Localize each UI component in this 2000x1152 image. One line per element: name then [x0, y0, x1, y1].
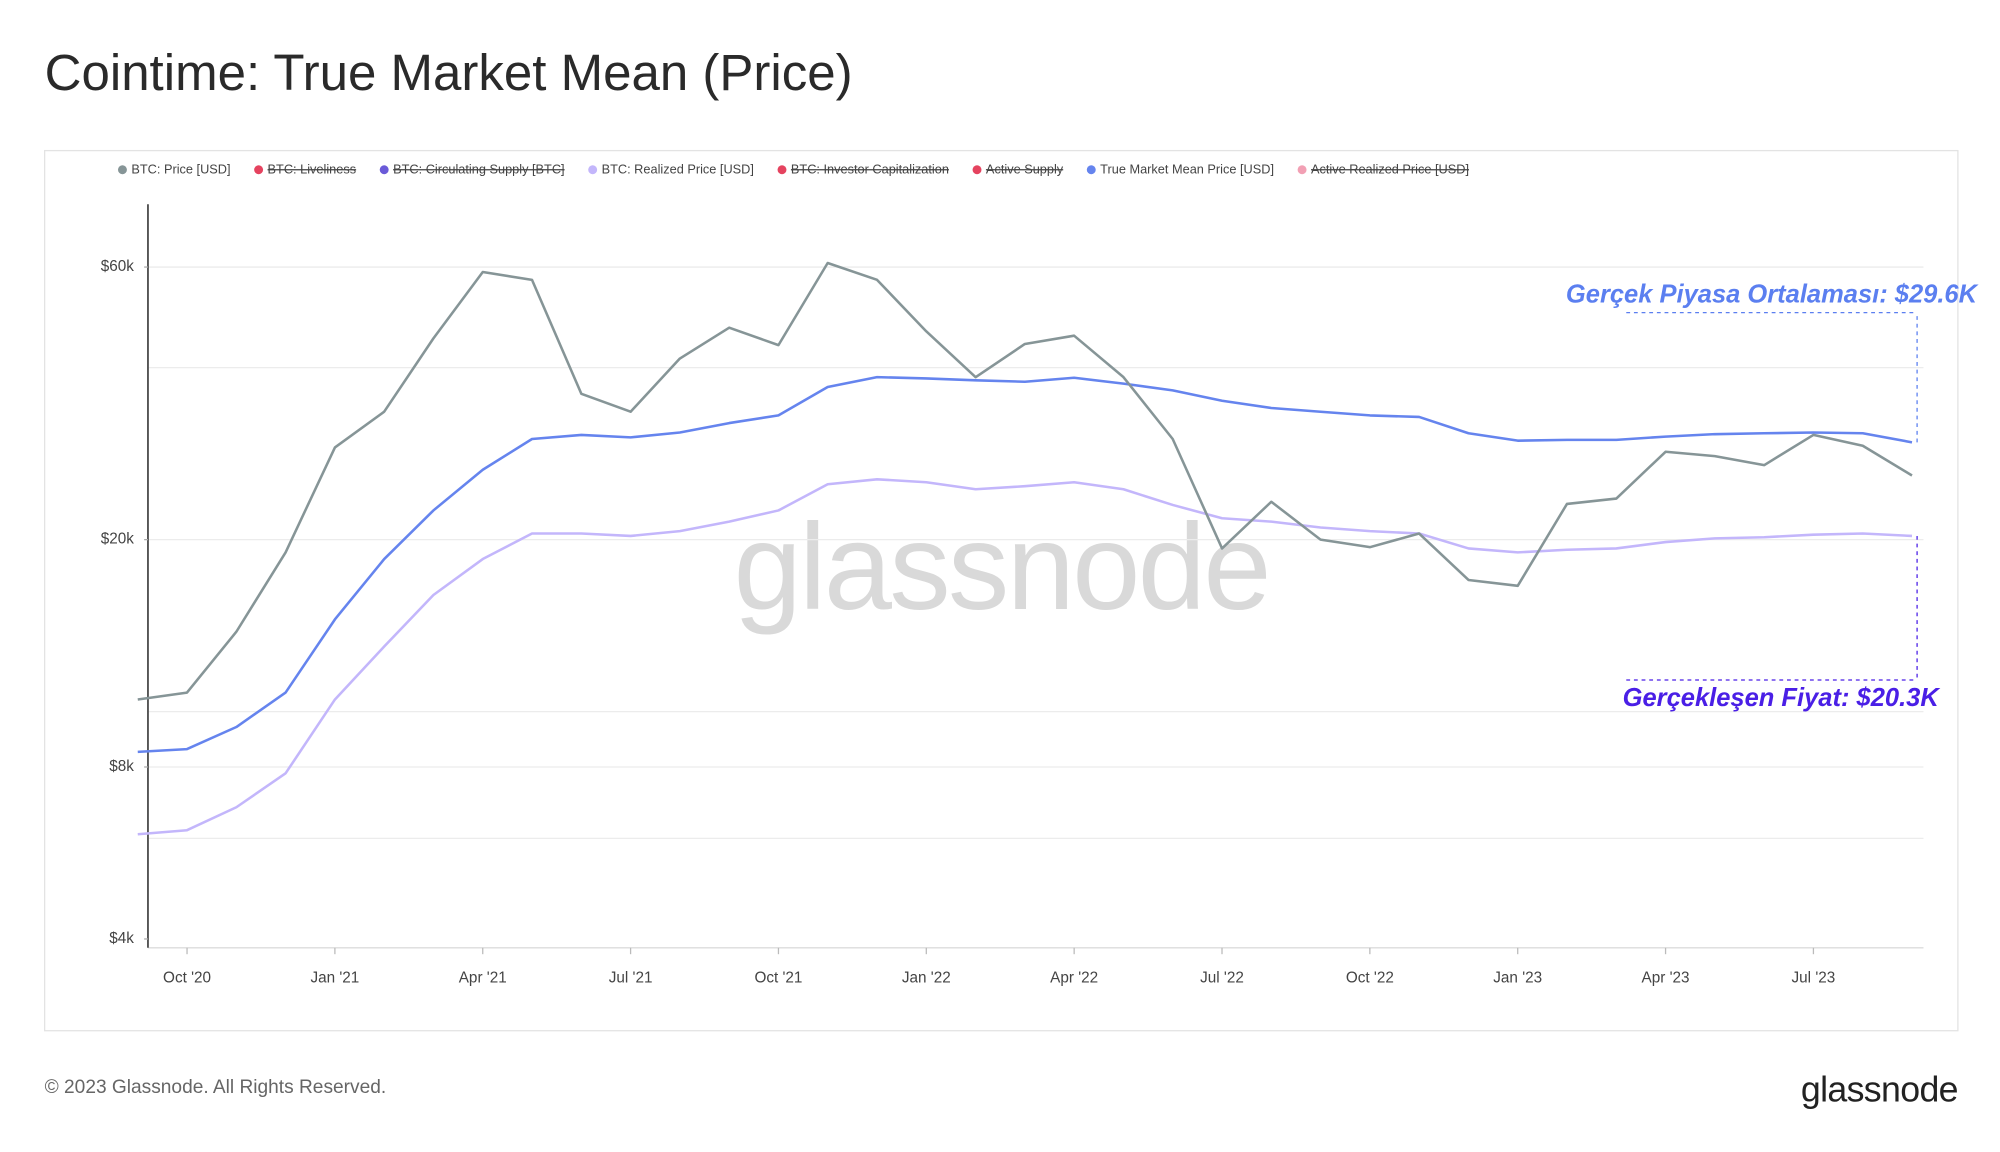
- x-tick-label: Jul '21: [609, 969, 653, 986]
- legend-marker: [777, 165, 787, 175]
- copyright: © 2023 Glassnode. All Rights Reserved.: [45, 1077, 387, 1098]
- y-tick-label: $20k: [101, 531, 135, 548]
- y-tick-label: $4k: [109, 930, 134, 947]
- x-tick-label: Apr '23: [1642, 969, 1690, 986]
- series-line: [137, 478, 1913, 836]
- legend-label[interactable]: BTC: Investor Capitalization: [791, 162, 949, 177]
- x-tick-label: Oct '22: [1346, 969, 1394, 986]
- x-tick-label: Apr '22: [1050, 969, 1098, 986]
- annotation-label: Gerçekleşen Fiyat: $20.3K: [1623, 684, 1941, 712]
- page-title: Cointime: True Market Mean (Price): [45, 44, 853, 101]
- logo: glassnode: [1801, 1069, 1958, 1109]
- legend-marker: [972, 165, 982, 175]
- x-tick-label: Jan '23: [1493, 969, 1542, 986]
- x-tick-label: Jan '22: [902, 969, 951, 986]
- legend-label[interactable]: BTC: Liveliness: [268, 162, 357, 177]
- annotation-label: Gerçek Piyasa Ortalaması: $29.6K: [1566, 281, 1979, 309]
- chart-frame: [44, 149, 1959, 1032]
- y-tick-label: $8k: [109, 758, 134, 775]
- x-tick-label: Oct '20: [163, 969, 211, 986]
- x-tick-label: Apr '21: [459, 969, 507, 986]
- legend-label[interactable]: Active Realized Price [USD]: [1311, 162, 1469, 177]
- x-tick-label: Jul '23: [1792, 969, 1836, 986]
- legend-label[interactable]: Active Supply: [986, 162, 1064, 177]
- legend-marker: [117, 165, 127, 175]
- legend-marker: [1297, 165, 1307, 175]
- legend-marker: [1086, 165, 1096, 175]
- legend-label[interactable]: True Market Mean Price [USD]: [1100, 162, 1274, 177]
- x-tick-label: Jan '21: [310, 969, 359, 986]
- x-tick-label: Oct '21: [754, 969, 802, 986]
- x-tick-label: Jul '22: [1200, 969, 1244, 986]
- legend-marker: [379, 165, 389, 175]
- legend-label[interactable]: BTC: Price [USD]: [131, 162, 230, 177]
- legend-label[interactable]: BTC: Realized Price [USD]: [602, 162, 754, 177]
- series-line: [137, 375, 1913, 754]
- legend-marker: [588, 165, 598, 175]
- y-tick-label: $60k: [101, 258, 135, 275]
- series-line: [137, 261, 1913, 701]
- legend-label[interactable]: BTC: Circulating Supply [BTC]: [393, 162, 564, 177]
- legend-marker: [254, 165, 264, 175]
- watermark: glassnode: [734, 498, 1269, 635]
